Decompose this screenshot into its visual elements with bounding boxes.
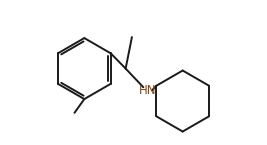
Text: HN: HN [139, 84, 156, 97]
